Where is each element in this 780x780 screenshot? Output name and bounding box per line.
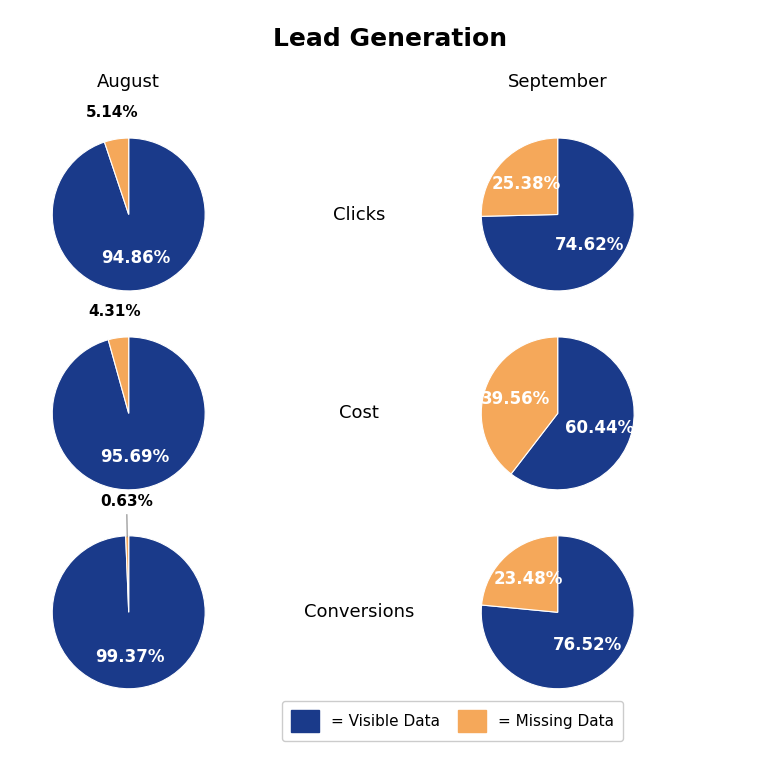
Text: 0.63%: 0.63% (100, 494, 153, 537)
Text: Conversions: Conversions (303, 603, 414, 622)
Wedge shape (481, 138, 558, 216)
Text: September: September (508, 73, 608, 91)
Text: 23.48%: 23.48% (493, 570, 562, 588)
Legend: = Visible Data, = Missing Data: = Visible Data, = Missing Data (282, 701, 623, 741)
Wedge shape (105, 138, 129, 215)
Wedge shape (52, 138, 205, 291)
Text: 76.52%: 76.52% (553, 636, 622, 654)
Wedge shape (52, 536, 205, 689)
Text: 95.69%: 95.69% (100, 448, 169, 466)
Wedge shape (52, 337, 205, 490)
Text: 74.62%: 74.62% (555, 236, 624, 254)
Wedge shape (481, 138, 634, 291)
Text: 39.56%: 39.56% (481, 390, 551, 408)
Text: August: August (98, 73, 160, 91)
Text: Clicks: Clicks (332, 205, 385, 224)
Text: 94.86%: 94.86% (101, 250, 171, 268)
Text: 5.14%: 5.14% (86, 105, 138, 120)
Text: 60.44%: 60.44% (565, 419, 634, 437)
Text: 4.31%: 4.31% (88, 303, 141, 319)
Text: 25.38%: 25.38% (491, 175, 561, 193)
Wedge shape (481, 337, 558, 474)
Text: Cost: Cost (339, 404, 379, 423)
Wedge shape (511, 337, 634, 490)
Text: 99.37%: 99.37% (95, 647, 165, 665)
Text: Lead Generation: Lead Generation (273, 27, 507, 51)
Wedge shape (108, 337, 129, 413)
Wedge shape (481, 536, 634, 689)
Wedge shape (481, 536, 558, 612)
Wedge shape (126, 536, 129, 612)
